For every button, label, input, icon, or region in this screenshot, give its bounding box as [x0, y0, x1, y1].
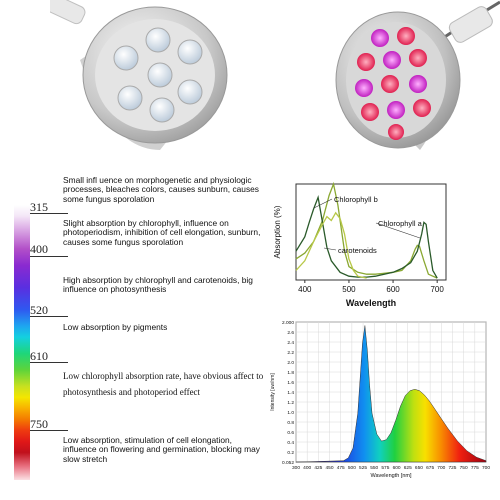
x-tick-label: 575	[381, 465, 389, 471]
series-label: Chlorophyll b	[334, 195, 378, 204]
band-description: Small infl uence on morphogenetic and ph…	[63, 175, 259, 204]
y-axis-label: Intensity [uw/nm]	[270, 373, 276, 411]
y-tick-label: 2.6	[287, 330, 294, 336]
band-description: High absorption by chlorophyll and carot…	[63, 275, 253, 295]
y-axis-label: Absorption (%)	[273, 205, 282, 258]
wavelength-divider	[30, 316, 68, 317]
y-tick-label: 0.4	[287, 440, 294, 446]
x-tick-label: 625	[404, 465, 412, 471]
y-tick-label: 1.0	[287, 410, 294, 416]
x-tick-label: 600	[386, 285, 400, 294]
x-axis-label: Wavelength [nm]	[370, 473, 412, 479]
absorption-chart-series	[295, 181, 438, 279]
series-line-chlorophyll-a	[295, 194, 438, 279]
emission-chart-area	[295, 325, 487, 463]
band-description: Slight absorption by chlorophyll, influe…	[63, 218, 261, 247]
wavelength-label: 750	[30, 417, 48, 431]
wavelength-divider	[30, 362, 68, 363]
absorption-chart: 400 500 600 700 Absorption (%) Wavelength Chl…	[273, 181, 447, 308]
y-tick-label: 0.052	[282, 460, 294, 466]
emission-spectrum-area	[295, 325, 487, 463]
x-tick-label: 300	[292, 465, 300, 471]
y-tick-label: 0.8	[287, 420, 294, 426]
emission-spectrum-chart: 2.000 2.6 2.4 2.2 2.0 1.8 1.6 1.4 1.2 1.0 0.8 0.6 0.…	[270, 320, 490, 479]
x-tick-label: 700	[437, 465, 445, 471]
x-tick-label: 775	[471, 465, 479, 471]
red-blue-led-bulb-image	[335, 0, 500, 150]
y-tick-label: 0.2	[287, 450, 294, 456]
x-tick-label: 600	[393, 465, 401, 471]
y-tick-label: 1.6	[287, 380, 294, 386]
x-tick-label: 475	[337, 465, 345, 471]
absorption-chart-axes: 400 500 600 700 Absorption (%) Wavelength	[273, 183, 447, 308]
wavelength-label: 610	[30, 349, 48, 363]
y-tick-label: 2.2	[287, 350, 294, 356]
x-tick-label: 450	[326, 465, 334, 471]
wavelength-divider	[30, 256, 68, 257]
wavelength-divider	[30, 213, 68, 214]
x-tick-label: 700	[482, 465, 490, 471]
y-tick-label: 1.4	[287, 390, 294, 396]
x-tick-label: 550	[370, 465, 378, 471]
band-description: Low absorption by pigments	[63, 322, 168, 332]
y-tick-label: 2.000	[282, 320, 294, 326]
series-label: Chlorophyll a	[378, 219, 423, 228]
series-label: carotenoids	[338, 246, 377, 255]
series-pointer	[323, 247, 337, 251]
series-pointer	[375, 222, 421, 239]
x-tick-label: 650	[415, 465, 423, 471]
x-axis-label: Wavelength	[346, 298, 396, 308]
x-tick-label: 500	[348, 465, 356, 471]
series-pointer	[313, 198, 333, 209]
x-tick-label: 400	[303, 465, 311, 471]
wavelength-spectrum-bar	[14, 205, 30, 480]
x-tick-label: 425	[314, 465, 322, 471]
y-tick-label: 1.8	[287, 370, 294, 376]
y-tick-label: 2.0	[287, 360, 294, 366]
wavelength-label: 400	[30, 242, 48, 256]
white-led-bulb-image	[50, 0, 228, 150]
y-tick-label: 0.6	[287, 430, 294, 436]
band-description: Low absorption, stimulation of cell elon…	[63, 435, 260, 464]
chart-frame	[295, 183, 447, 281]
wavelength-label: 315	[30, 200, 48, 214]
x-tick-label: 700	[430, 285, 444, 294]
series-line-carotenoids	[295, 211, 367, 279]
x-tick-label: 525	[359, 465, 367, 471]
y-tick-label: 2.4	[287, 340, 294, 346]
x-tick-label: 725	[448, 465, 456, 471]
x-tick-label: 675	[426, 465, 434, 471]
x-tick-label: 750	[460, 465, 468, 471]
band-description: Low chlorophyll absorption rate, have ob…	[63, 371, 264, 397]
wavelength-divider	[30, 430, 68, 431]
x-tick-label: 400	[298, 285, 312, 294]
wavelength-label: 520	[30, 303, 48, 317]
x-tick-label: 500	[342, 285, 356, 294]
absorption-chart-labels: Chlorophyll b Chlorophyll a carotenoids	[313, 195, 423, 255]
y-tick-label: 1.2	[287, 400, 294, 406]
